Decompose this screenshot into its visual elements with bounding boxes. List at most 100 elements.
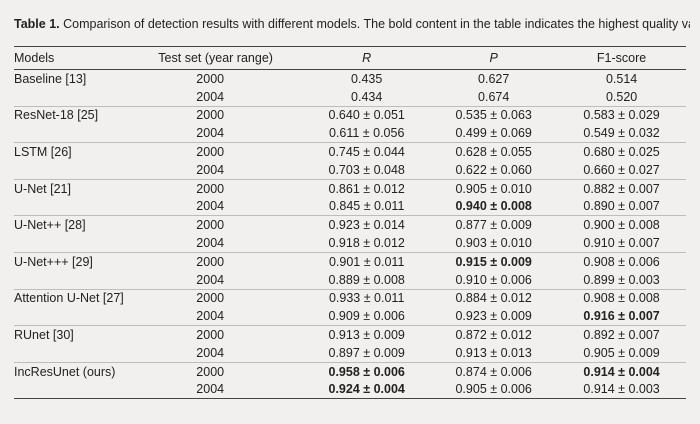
- cell-year: 2000: [146, 361, 304, 381]
- cell-f1: 0.514: [605, 71, 638, 86]
- cell-year: 2004: [196, 162, 225, 177]
- cell-f1: 0.900 ± 0.008: [557, 215, 686, 235]
- cell-model: ResNet-18 [25]: [14, 105, 147, 125]
- cell-r: 0.924 ± 0.004: [303, 380, 431, 400]
- cell-r: 0.901 ± 0.011: [303, 251, 431, 271]
- caption-text: Comparison of detection results with dif…: [59, 17, 690, 31]
- cell-p: 0.923 ± 0.009: [455, 309, 532, 324]
- cell-year: 2004: [196, 199, 225, 214]
- table-row: 2004 0.924 ± 0.004 0.905 ± 0.006 0.914 ± 0.…: [14, 380, 686, 400]
- cell-f1: 0.882 ± 0.007: [557, 178, 686, 198]
- cell-r: 0.913 ± 0.009: [303, 325, 431, 344]
- cell-p: 0.903 ± 0.010: [455, 236, 532, 251]
- cell-p: 0.910 ± 0.006: [455, 272, 532, 287]
- cell-r: 0.611 ± 0.056: [328, 126, 405, 141]
- header-f1: F1-score: [557, 46, 686, 70]
- cell-f1: 0.660 ± 0.027: [583, 162, 660, 177]
- cell-year: 2004: [196, 272, 225, 287]
- cell-year: 2000: [146, 325, 304, 344]
- cell-r: 0.909 ± 0.006: [328, 309, 405, 324]
- cell-p: 0.905 ± 0.010: [430, 178, 558, 198]
- cell-year: 2000: [146, 178, 304, 198]
- cell-year: 2000: [196, 71, 225, 86]
- cell-f1: 0.910 ± 0.007: [583, 236, 660, 251]
- cell-p: 0.874 ± 0.006: [430, 361, 558, 381]
- cell-p: 0.915 ± 0.009: [430, 251, 558, 271]
- cell-model: [14, 271, 146, 289]
- cell-model: [14, 161, 146, 179]
- cell-r: 0.745 ± 0.044: [303, 142, 431, 161]
- cell-model: [14, 380, 147, 400]
- cell-model: [14, 344, 146, 362]
- cell-r: 0.861 ± 0.012: [303, 178, 431, 198]
- cell-f1: 0.892 ± 0.007: [557, 325, 686, 344]
- cell-model: U-Net [21]: [14, 178, 147, 198]
- cell-p: 0.627: [478, 71, 510, 86]
- table-row: 2004 0.611 ± 0.056 0.499 ± 0.069 0.549 ± 0.…: [14, 124, 686, 142]
- cell-r: 0.933 ± 0.011: [303, 288, 431, 308]
- cell-year: 2000: [146, 251, 304, 271]
- header-test-set: Test set (year range): [146, 46, 304, 70]
- cell-year: 2000: [146, 215, 304, 235]
- cell-f1: 0.908 ± 0.008: [557, 288, 686, 308]
- cell-model: [14, 124, 146, 142]
- cell-r: 0.918 ± 0.012: [328, 236, 405, 251]
- caption-label: Table 1.: [14, 17, 60, 31]
- table-row: 2004 0.909 ± 0.006 0.923 ± 0.009 0.916 ± 0.…: [14, 307, 686, 325]
- cell-p: 0.499 ± 0.069: [455, 126, 532, 141]
- header-r: R: [303, 46, 431, 70]
- cell-r: 0.897 ± 0.009: [328, 345, 405, 360]
- cell-p: 0.877 ± 0.009: [430, 215, 558, 235]
- cell-p: 0.905 ± 0.006: [430, 380, 558, 400]
- cell-year: 2000: [146, 105, 304, 125]
- table-row: RUnet [30] 2000 0.913 ± 0.009 0.872 ± 0.012…: [14, 325, 686, 344]
- cell-year: 2004: [146, 380, 304, 400]
- cell-r: 0.703 ± 0.048: [328, 162, 405, 177]
- header-p: P: [430, 46, 558, 70]
- table-row: 2004 0.918 ± 0.012 0.903 ± 0.010 0.910 ± 0.…: [14, 234, 686, 252]
- cell-model: [14, 88, 146, 106]
- cell-model: Baseline [13]: [14, 71, 87, 86]
- header-row: Models Test set (year range) R P F1-scor…: [14, 46, 686, 70]
- cell-r: 0.640 ± 0.051: [303, 105, 431, 125]
- cell-r: 0.434: [351, 89, 383, 104]
- cell-f1: 0.905 ± 0.009: [583, 345, 660, 360]
- cell-model: LSTM [26]: [14, 142, 147, 161]
- table-caption: Table 1. Comparison of detection results…: [14, 16, 690, 32]
- cell-year: 2000: [146, 142, 304, 161]
- cell-model: [14, 198, 146, 216]
- table-row: 2004 0.845 ± 0.011 0.940 ± 0.008 0.890 ± 0.…: [14, 198, 686, 216]
- table-body: Baseline [13] 2000 0.435 0.627 0.514 2004 0.43…: [14, 70, 686, 400]
- cell-f1: 0.520: [605, 89, 638, 104]
- cell-r: 0.435: [351, 71, 383, 86]
- cell-f1: 0.680 ± 0.025: [557, 142, 686, 161]
- cell-f1: 0.899 ± 0.003: [583, 272, 660, 287]
- cell-f1: 0.914 ± 0.003: [557, 380, 686, 400]
- cell-model: U-Net++ [28]: [14, 215, 147, 235]
- table-row: U-Net++ [28] 2000 0.923 ± 0.014 0.877 ± 0.0…: [14, 215, 686, 235]
- cell-model: RUnet [30]: [14, 325, 147, 344]
- table-row: IncResUnet (ours) 2000 0.958 ± 0.006 0.874 …: [14, 361, 686, 381]
- cell-year: 2004: [196, 89, 225, 104]
- cell-f1: 0.583 ± 0.029: [557, 105, 686, 125]
- table-row: Attention U-Net [27] 2000 0.933 ± 0.011 0.8…: [14, 288, 686, 308]
- cell-model: Attention U-Net [27]: [14, 288, 147, 308]
- cell-p: 0.913 ± 0.013: [455, 345, 532, 360]
- cell-r: 0.845 ± 0.011: [328, 199, 405, 214]
- cell-f1: 0.549 ± 0.032: [583, 126, 660, 141]
- cell-year: 2004: [196, 236, 225, 251]
- cell-p: 0.622 ± 0.060: [455, 162, 532, 177]
- cell-year: 2004: [196, 126, 225, 141]
- table-row: 2004 0.897 ± 0.009 0.913 ± 0.013 0.905 ± 0.…: [14, 344, 686, 362]
- table-row: 2004 0.703 ± 0.048 0.622 ± 0.060 0.660 ± 0.…: [14, 161, 686, 179]
- cell-r: 0.923 ± 0.014: [303, 215, 431, 235]
- cell-model: U-Net+++ [29]: [14, 251, 147, 271]
- cell-p: 0.535 ± 0.063: [430, 105, 558, 125]
- cell-r: 0.889 ± 0.008: [328, 272, 405, 287]
- cell-p: 0.884 ± 0.012: [430, 288, 558, 308]
- cell-model: IncResUnet (ours): [14, 361, 147, 381]
- cell-model: [14, 234, 146, 252]
- cell-p: 0.940 ± 0.008: [455, 199, 532, 214]
- cell-year: 2000: [146, 288, 304, 308]
